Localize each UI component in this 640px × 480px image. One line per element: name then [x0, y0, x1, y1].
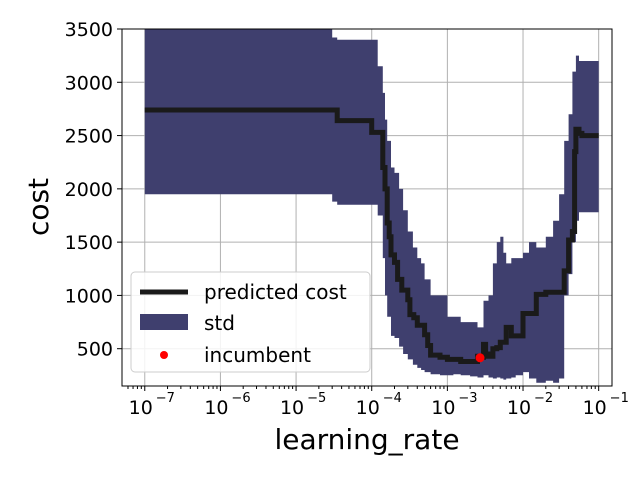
x-axis-title: learning_rate: [274, 423, 459, 456]
x-tick-exponent-3: −4: [383, 391, 402, 406]
x-tick-label-3: 10: [356, 397, 380, 419]
legend-label-incumbent: incumbent: [204, 343, 311, 367]
y-tick-label-0: 500: [77, 339, 113, 361]
legend-label-predicted-cost: predicted cost: [204, 280, 347, 304]
x-tick-exponent-5: −2: [534, 391, 553, 406]
series-line-0: [144, 107, 599, 364]
x-tick-exponent-4: −3: [458, 391, 477, 406]
std-band: [144, 29, 599, 383]
y-tick-label-5: 3000: [65, 72, 113, 94]
legend-point-swatch: [160, 351, 168, 359]
y-axis-title: cost: [22, 178, 55, 236]
legend: predicted cost std incumbent: [130, 271, 371, 373]
incumbent-point: [475, 353, 485, 363]
x-tick-label-5: 10: [507, 397, 531, 419]
legend-box: [130, 271, 371, 373]
incumbent-points: [475, 353, 485, 363]
x-tick-exponent-1: −6: [231, 391, 250, 406]
x-tick-label-2: 10: [280, 397, 304, 419]
legend-label-std: std: [204, 311, 235, 335]
y-tick-label-4: 2500: [65, 126, 113, 148]
x-tick-exponent-6: −1: [610, 391, 629, 406]
y-axis-ticks: 500 1000 1500 2000 2500 3000 3500: [65, 19, 122, 361]
x-axis-ticks: 10 −7 10 −6 10 −5 10 −4 10 −3 10 −2 10 −1: [127, 386, 629, 419]
y-tick-label-3: 2000: [65, 179, 113, 201]
y-tick-label-6: 3500: [65, 19, 113, 41]
x-tick-label-4: 10: [431, 397, 455, 419]
plot-frame: [121, 28, 613, 387]
std-band-area: [144, 29, 599, 383]
x-tick-exponent-0: −7: [156, 391, 175, 406]
x-tick-exponent-2: −5: [307, 391, 326, 406]
y-tick-label-2: 1500: [65, 232, 113, 254]
x-tick-label-1: 10: [204, 397, 228, 419]
x-tick-label-0: 10: [129, 397, 153, 419]
y-tick-label-1: 1000: [65, 285, 113, 307]
legend-band-swatch: [140, 314, 188, 330]
x-tick-label-6: 10: [583, 397, 607, 419]
predicted-cost-line: [144, 107, 599, 364]
